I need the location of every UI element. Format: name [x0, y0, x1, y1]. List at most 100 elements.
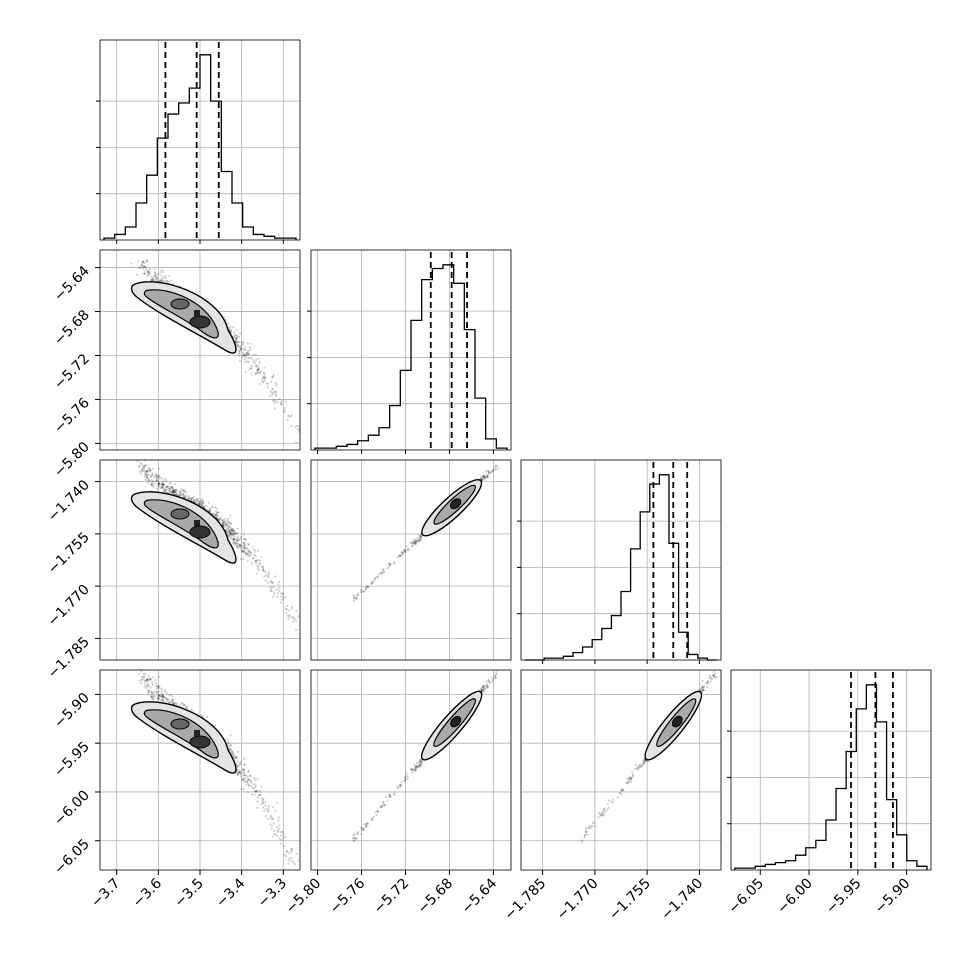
sample-point — [209, 510, 212, 513]
sample-point — [386, 567, 389, 570]
sample-point — [255, 365, 258, 368]
sample-point — [257, 368, 260, 371]
sample-point — [270, 590, 273, 593]
sample-point — [262, 797, 265, 801]
sample-point — [233, 535, 236, 538]
sample-point — [262, 375, 265, 378]
sample-point — [168, 281, 171, 284]
sample-point — [280, 402, 283, 405]
sample-point — [352, 599, 355, 602]
sample-point — [160, 269, 163, 272]
sample-point — [236, 542, 239, 545]
sample-point — [244, 360, 247, 363]
sample-point — [137, 465, 141, 468]
sample-point — [253, 553, 256, 557]
sample-point — [157, 272, 160, 276]
sample-point — [232, 529, 235, 532]
histogram-panel-2 — [307, 249, 512, 451]
sample-point — [286, 418, 289, 422]
sample-point — [243, 354, 246, 357]
sample-point — [275, 384, 278, 387]
sample-point — [247, 350, 250, 353]
sample-point — [241, 341, 244, 344]
sample-point — [388, 562, 391, 565]
sample-point — [272, 374, 275, 377]
sample-point — [236, 545, 239, 548]
sample-point — [149, 475, 152, 479]
y-tick-label: −5.95 — [51, 739, 93, 781]
sample-point — [239, 347, 242, 351]
sample-point — [145, 474, 148, 477]
sample-point — [295, 441, 298, 444]
sample-point — [261, 379, 264, 383]
sample-point — [585, 831, 588, 834]
sample-point — [168, 274, 171, 277]
sample-point — [262, 802, 265, 805]
sample-point — [145, 259, 148, 262]
sample-point — [161, 486, 164, 489]
sample-point — [226, 322, 230, 325]
sample-point — [158, 474, 161, 478]
sample-point — [227, 531, 230, 534]
sample-point — [174, 490, 178, 493]
sample-point — [247, 554, 251, 558]
sample-point — [164, 276, 167, 279]
sample-point — [171, 486, 174, 489]
sample-point — [277, 819, 280, 823]
sample-point — [606, 808, 609, 811]
sample-point — [231, 532, 234, 535]
sample-point — [264, 376, 267, 379]
sample-point — [259, 790, 262, 793]
sample-point — [148, 272, 151, 275]
sample-point — [142, 464, 146, 467]
sample-point — [141, 267, 144, 270]
sample-point — [151, 676, 154, 679]
sample-point — [269, 395, 272, 398]
sample-point — [235, 544, 238, 547]
sample-point — [230, 533, 233, 537]
sample-point — [278, 587, 281, 590]
sample-point — [256, 558, 259, 562]
sample-point — [238, 340, 241, 344]
sample-point — [229, 536, 233, 539]
sample-point — [494, 468, 497, 471]
sample-point — [169, 485, 172, 488]
sample-point — [701, 679, 704, 683]
sample-point — [278, 589, 281, 592]
sample-point — [149, 686, 152, 689]
sample-point — [252, 360, 255, 363]
sample-point — [238, 544, 241, 547]
sample-point — [253, 793, 256, 797]
sample-point — [235, 756, 238, 760]
sample-point — [160, 487, 163, 490]
sample-point — [130, 262, 133, 265]
sample-point — [156, 279, 159, 283]
sample-point — [600, 811, 604, 814]
sample-point — [189, 497, 193, 500]
sample-point — [144, 464, 147, 467]
sample-point — [151, 485, 154, 488]
sample-point — [271, 835, 274, 838]
sample-point — [254, 550, 257, 553]
sample-point — [264, 801, 267, 804]
sample-point — [626, 777, 629, 780]
sample-point — [211, 506, 214, 509]
sample-point — [235, 337, 238, 340]
sample-point — [151, 471, 154, 475]
sample-point — [237, 335, 241, 338]
panel-background — [311, 460, 511, 660]
sample-point — [235, 344, 239, 348]
sample-point — [229, 329, 232, 332]
sample-point — [237, 340, 240, 343]
sample-point — [229, 514, 232, 517]
contour-core — [189, 315, 211, 329]
sample-point — [175, 488, 178, 491]
sample-point — [607, 799, 611, 802]
sample-point — [255, 364, 258, 367]
x-tick-label: −3.4 — [213, 875, 248, 910]
sample-point — [194, 501, 197, 504]
sample-point — [256, 369, 259, 373]
sample-point — [160, 690, 163, 693]
sample-point — [485, 680, 488, 683]
sample-point — [239, 332, 242, 335]
